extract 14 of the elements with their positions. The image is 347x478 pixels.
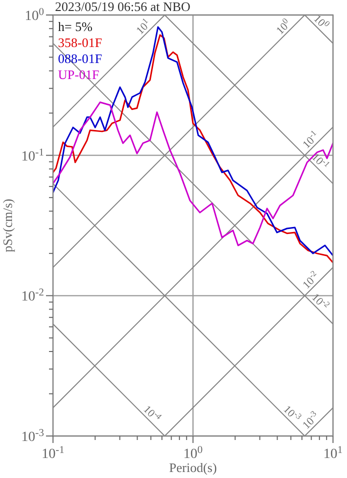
x-tick-label: 10$^{0}$: [183, 444, 203, 462]
text: 088-01F: [58, 51, 102, 66]
x-axis-title: Period(s): [169, 460, 217, 475]
y-tick-label: 10$^{0}$: [24, 6, 44, 24]
text: 358-01F: [58, 35, 102, 50]
x-tick-label: 10$^{1}$: [323, 444, 343, 462]
legend-title: h= 5%: [58, 19, 93, 34]
series-label: UP-01F: [58, 67, 100, 82]
y-tick-label: 10$^{-2}$: [21, 287, 44, 305]
y-tick-label: 10$^{-3}$: [21, 428, 44, 445]
y-tick-label: 10$^{-1}$: [21, 146, 44, 164]
chart-title: 2023/05/19 06:56 at NBO: [55, 0, 190, 14]
y-axis-title: pSv(cm/s): [0, 198, 15, 252]
x-tick-label: 10$^{-1}$: [42, 444, 64, 462]
